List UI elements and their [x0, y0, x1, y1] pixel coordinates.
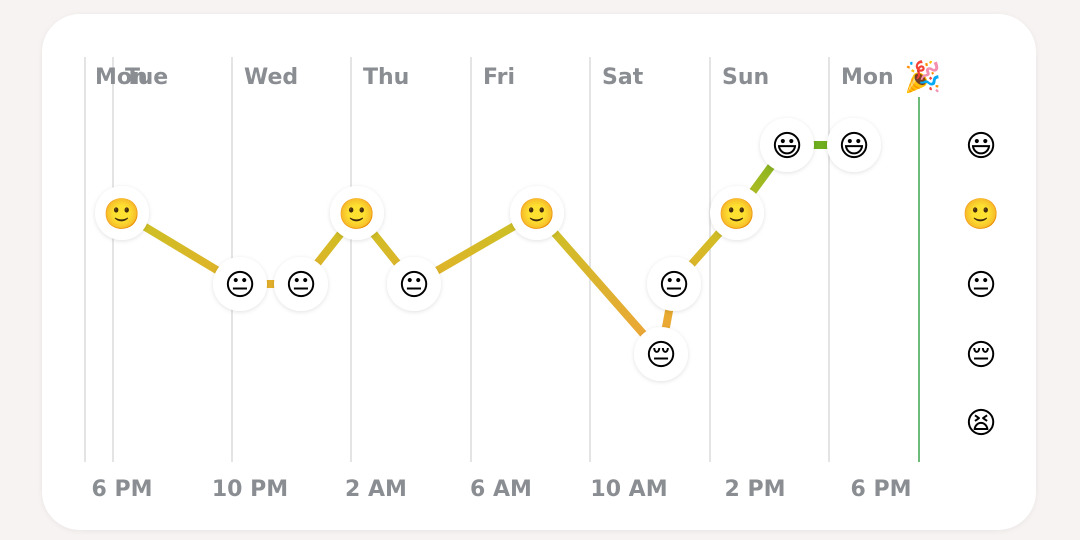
day-label-mon: Mon — [841, 65, 894, 90]
mood-point: 😃 — [760, 118, 814, 172]
party-popper-icon: 🎉 — [904, 59, 941, 95]
mood-point-emoji-icon: 😐 — [398, 268, 429, 303]
mood-point: 😐 — [387, 257, 441, 311]
day-label-tue: Tue — [125, 65, 168, 90]
day-label-sat: Sat — [602, 65, 644, 90]
mood-point-emoji-icon: 😐 — [658, 268, 689, 303]
mood-point-emoji-icon: 🙂 — [338, 197, 375, 232]
mood-point-emoji-icon: 😐 — [224, 268, 255, 303]
mood-point: 😐 — [647, 257, 701, 311]
mood-point: 😃 — [827, 118, 881, 172]
mood-point-badge — [330, 186, 384, 240]
mood-point: 😔 — [634, 327, 688, 381]
mood-point-emoji-icon: 😃 — [771, 129, 802, 164]
day-label-fri: Fri — [483, 65, 515, 90]
mood-point-badge — [634, 327, 688, 381]
mood-point-badge — [274, 257, 328, 311]
mood-point-badge — [213, 257, 267, 311]
mood-point-emoji-icon: 🙂 — [718, 197, 755, 232]
legend-emoji-icon: 😔 — [965, 338, 996, 373]
mood-point: 🙂 — [510, 186, 564, 240]
mood-point-emoji-icon: 🙂 — [518, 197, 555, 232]
time-tick-label: 6 PM — [851, 477, 912, 502]
time-tick-label: 2 PM — [725, 477, 786, 502]
legend-emoji-icon: 🙂 — [962, 197, 999, 232]
mood-point-badge — [510, 186, 564, 240]
day-label-thu: Thu — [363, 65, 409, 90]
day-label-wed: Wed — [244, 65, 298, 90]
mood-line-segment — [533, 209, 665, 358]
mood-point-emoji-icon: 🙂 — [103, 197, 140, 232]
mood-point-badge — [387, 257, 441, 311]
day-label-mon: Mon — [95, 65, 148, 90]
mood-point-badge — [710, 186, 764, 240]
mood-point-badge — [760, 118, 814, 172]
time-tick-label: 10 AM — [590, 477, 667, 502]
mood-point-badge — [647, 257, 701, 311]
mood-point: 🙂 — [710, 186, 764, 240]
mood-point-badge — [827, 118, 881, 172]
time-tick-label: 10 PM — [212, 477, 288, 502]
mood-point: 🙂 — [95, 186, 149, 240]
legend-emoji-icon: 😫 — [965, 406, 996, 441]
mood-point-badge — [95, 186, 149, 240]
legend-emoji-icon: 😐 — [965, 268, 996, 303]
time-tick-label: 2 AM — [345, 477, 407, 502]
time-tick-label: 6 PM — [92, 477, 153, 502]
mood-point: 😐 — [274, 257, 328, 311]
mood-chart-card — [42, 14, 1036, 530]
mood-point-emoji-icon: 😃 — [838, 129, 869, 164]
day-label-sun: Sun — [722, 65, 769, 90]
legend-emoji-icon: 😃 — [965, 129, 996, 164]
mood-point-emoji-icon: 😐 — [285, 268, 316, 303]
time-tick-label: 6 AM — [470, 477, 532, 502]
mood-point-emoji-icon: 😔 — [645, 338, 676, 373]
mood-point: 😐 — [213, 257, 267, 311]
mood-point: 🙂 — [330, 186, 384, 240]
